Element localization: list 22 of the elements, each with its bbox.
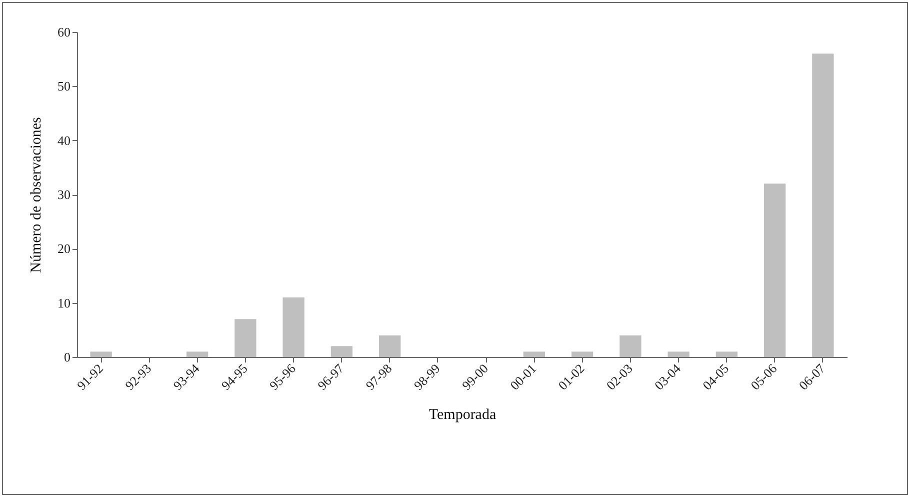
y-tick-label: 20 [58,241,70,256]
y-tick-label: 10 [58,295,70,310]
bar [812,54,834,357]
bar [716,352,738,357]
bar [620,335,642,357]
bar [378,335,401,357]
x-axis-title: Temporada [428,406,496,423]
bar [234,319,256,357]
bar [186,352,208,357]
bar [90,352,112,357]
bar [330,346,353,357]
bar [523,352,546,357]
bar [571,352,594,357]
y-axis-title: Número de observaciones [28,116,44,273]
bar [282,297,304,357]
y-tick-label: 0 [64,350,70,364]
y-tick-label: 30 [58,187,70,202]
y-tick-label: 50 [58,78,70,94]
y-tick-label: 60 [58,24,70,40]
y-tick-label: 40 [58,132,70,148]
bar [764,184,786,357]
bar [668,352,690,357]
